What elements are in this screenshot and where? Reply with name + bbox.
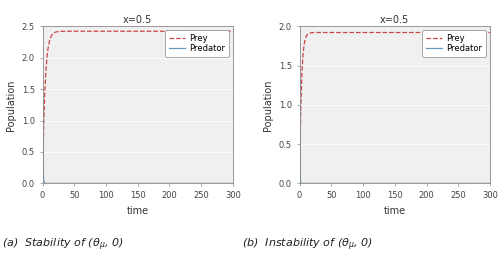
Prey	[134, 30, 140, 33]
Prey	[190, 30, 196, 33]
Predator	[230, 182, 236, 185]
Line: Predator: Predator	[300, 66, 490, 183]
Prey	[49, 33, 55, 36]
Title: x=0.5: x=0.5	[123, 15, 152, 25]
Predator	[482, 182, 488, 185]
Prey	[390, 31, 396, 34]
X-axis label: time: time	[384, 206, 406, 216]
Line: Predator: Predator	[42, 121, 233, 183]
Predator	[132, 182, 138, 185]
Predator	[487, 182, 493, 185]
Prey	[230, 30, 236, 33]
Predator	[389, 182, 395, 185]
Prey	[224, 30, 230, 33]
Predator	[224, 182, 230, 185]
Prey	[132, 30, 138, 33]
Title: x=0.5: x=0.5	[380, 15, 410, 25]
Line: Prey: Prey	[300, 32, 490, 183]
Prey	[446, 31, 452, 34]
Prey	[224, 30, 230, 33]
Prey	[482, 31, 488, 34]
Prey	[384, 31, 390, 34]
Predator	[306, 182, 312, 185]
Predator	[40, 119, 46, 122]
Prey	[364, 31, 370, 34]
Y-axis label: Population: Population	[6, 79, 16, 130]
Text: (a)  Stability of ($\theta_{\mu}$, 0): (a) Stability of ($\theta_{\mu}$, 0)	[2, 237, 124, 253]
Prey	[487, 31, 493, 34]
Predator	[224, 182, 230, 185]
Prey	[306, 32, 312, 35]
Predator	[384, 182, 390, 185]
Line: Prey: Prey	[42, 31, 233, 183]
Predator	[49, 182, 55, 185]
Predator	[446, 182, 452, 185]
Prey	[482, 31, 488, 34]
Prey	[127, 30, 133, 33]
Text: (b)  Instability of ($\theta_{\mu}$, 0): (b) Instability of ($\theta_{\mu}$, 0)	[242, 237, 373, 253]
Y-axis label: Population: Population	[264, 79, 274, 130]
X-axis label: time: time	[126, 206, 149, 216]
Predator	[486, 182, 492, 185]
Predator	[296, 64, 302, 67]
Prey	[296, 182, 302, 185]
Predator	[190, 182, 196, 185]
Predator	[482, 182, 488, 185]
Legend: Prey, Predator: Prey, Predator	[166, 30, 229, 57]
Predator	[127, 182, 133, 185]
Legend: Prey, Predator: Prey, Predator	[422, 30, 486, 57]
Prey	[40, 182, 46, 185]
